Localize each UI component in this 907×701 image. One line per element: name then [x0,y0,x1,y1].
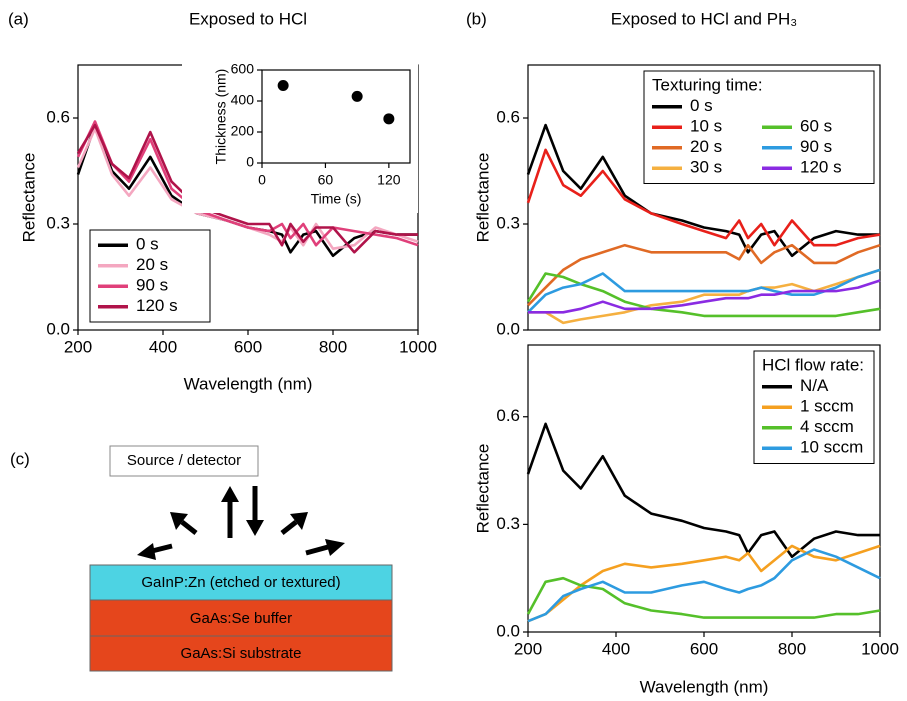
series-line [526,576,881,619]
point [351,90,363,102]
panel-label: (b) [466,9,487,28]
chart-title: Exposed to HCl and PH₃ [611,9,797,28]
y-tick-label: 0 [246,154,254,170]
layer-label: GaInP:Zn (etched or textured) [141,574,340,591]
arrow [280,520,298,535]
legend-label: 10 s [690,117,722,136]
legend-label: 30 s [690,158,722,177]
x-tick-label: 800 [778,639,806,658]
x-tick-label: 400 [149,337,177,356]
y-tick-label: 0.3 [496,213,520,232]
point [383,113,395,125]
series-line [527,243,881,307]
plot-frame [527,64,881,331]
arrow-head [137,543,156,560]
x-tick-label: 400 [602,639,630,658]
x-tick-label: 1000 [399,337,437,356]
y-tick-label: 0.6 [46,107,70,126]
series-line [76,123,418,254]
series-line [526,148,881,247]
layer-label: GaAs:Se buffer [190,610,292,627]
arrow-head [325,539,345,556]
legend-box [643,70,875,184]
series-line [526,422,880,558]
source-box [109,445,259,477]
y-axis-label: Reflectance [19,153,38,243]
x-tick-label: 0 [258,172,266,188]
x-tick-label: 600 [234,337,262,356]
legend-label: 0 s [690,96,713,115]
legend-label: 20 s [136,255,168,274]
arrow [151,543,173,554]
point [277,80,289,91]
arrow-head [170,512,188,530]
series-line [526,123,880,258]
panel-label: (c) [10,449,30,468]
series-line [76,127,419,250]
y-tick-label: 0.6 [496,107,520,126]
plot-frame [261,69,411,164]
series-line [527,268,881,314]
legend-label: 10 sccm [800,438,863,457]
y-axis-label: Reflectance [473,153,492,243]
y-tick-label: 0.0 [496,621,520,640]
x-axis-label: Wavelength (nm) [640,677,769,696]
x-tick-label: 200 [64,337,92,356]
legend-label: 20 s [690,137,722,156]
inset-background [182,60,418,213]
series-line [528,279,881,314]
series-line [527,544,881,623]
layer [89,564,393,601]
y-tick-label: 600 [231,61,255,77]
legend-label: N/A [800,376,829,395]
y-tick-label: 200 [231,123,255,139]
legend-title: Texturing time: [652,76,763,95]
legend-label: 120 s [136,296,178,315]
y-tick-label: 400 [231,92,255,108]
panel-label: (a) [8,9,29,28]
x-tick-label: 120 [377,172,401,188]
x-tick-label: 1000 [861,639,899,658]
y-tick-label: 0.3 [46,213,70,232]
diagram: (c) Source / detector GaInP:Zn (etched o… [10,445,393,672]
y-axis-label: Reflectance [473,444,492,534]
y-tick-label: 0.0 [46,319,70,338]
legend-label: 90 s [800,137,832,156]
y-tick-label: 0.6 [496,406,520,425]
arrow-head [290,512,308,530]
x-tick-label: 800 [319,337,347,356]
arrow-head [221,486,239,502]
chart-title: Exposed to HCl [189,9,307,28]
legend-label: 0 s [136,235,159,254]
layer-label: GaAs:Si substrate [181,645,302,662]
series-line [76,120,419,247]
legend-label: 90 s [136,276,168,295]
legend-label: 1 sccm [800,397,854,416]
y-tick-label: 0.3 [496,514,520,533]
y-axis-label: Thickness (nm) [213,69,229,165]
source-label: Source / detector [127,452,241,469]
series-line [527,548,881,623]
arrow [180,520,198,535]
y-tick-label: 0.0 [496,319,520,338]
x-tick-label: 60 [318,172,334,188]
x-axis-label: Wavelength (nm) [184,374,313,393]
legend-label: 4 sccm [800,417,854,436]
legend-label: 60 s [800,117,832,136]
x-axis-label: Time (s) [311,191,362,207]
x-tick-label: 200 [514,639,542,658]
legend-label: 120 s [800,158,842,177]
legend-title: HCl flow rate: [762,356,864,375]
x-tick-label: 600 [690,639,718,658]
arrow [305,544,329,556]
layer [89,635,393,672]
arrow-head [246,520,264,536]
